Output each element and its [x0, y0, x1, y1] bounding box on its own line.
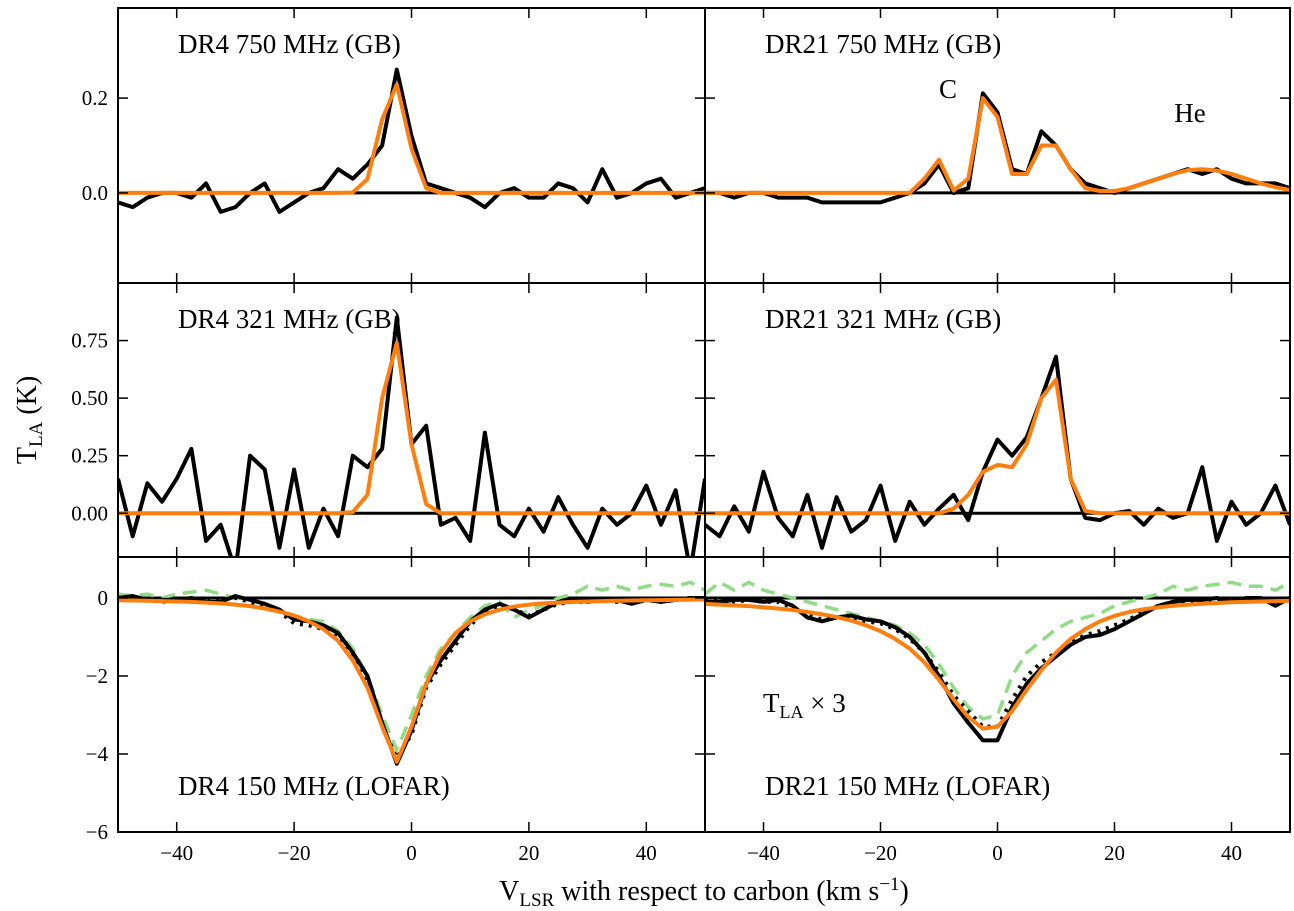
panel	[118, 315, 705, 557]
y-tick-label: 0	[98, 586, 109, 610]
x-axis-label: VLSR with respect to carbon (km s−1)	[499, 874, 909, 911]
y-tick-label: −4	[86, 742, 109, 766]
annotation-rest: × 3	[804, 688, 846, 718]
series-line	[705, 598, 1290, 731]
x-tick-label: −40	[160, 841, 193, 865]
y-axis-label: TLA (K)	[12, 376, 47, 464]
annotation: TLA × 3	[763, 688, 846, 722]
panel	[705, 580, 1290, 743]
y-tick-label: 0.0	[82, 181, 108, 205]
panel	[118, 67, 705, 214]
y-label-rest: (K)	[12, 376, 43, 422]
x-label-end: )	[900, 876, 909, 907]
x-tick-label: 20	[1104, 841, 1125, 865]
x-label-sub: LSR	[519, 890, 554, 911]
y-label-sub: LA	[26, 421, 47, 447]
annotation-main: T	[763, 688, 780, 718]
annotation: C	[939, 74, 957, 104]
panel-title: DR21 150 MHz (LOFAR)	[765, 771, 1050, 801]
y-tick-label: 0.00	[71, 501, 108, 525]
series-line	[705, 96, 1290, 195]
x-tick-label: −20	[278, 841, 311, 865]
y-tick-label: 0.50	[71, 386, 108, 410]
x-label-main: V	[499, 876, 519, 907]
x-tick-label: 40	[1221, 841, 1242, 865]
panel-title: DR21 750 MHz (GB)	[765, 29, 1001, 59]
y-label-main: T	[12, 447, 43, 464]
x-tick-label: 0	[406, 841, 417, 865]
series-line	[118, 340, 705, 516]
x-label-rest: with respect to carbon (km s	[554, 876, 879, 907]
annotation-sub: LA	[780, 702, 804, 722]
panel-title: DR4 321 MHz (GB)	[178, 304, 401, 334]
panel-title: DR21 321 MHz (GB)	[765, 304, 1001, 334]
annotation: He	[1174, 98, 1205, 128]
series-line	[118, 594, 705, 766]
x-tick-label: 0	[992, 841, 1003, 865]
x-tick-label: 20	[518, 841, 539, 865]
y-tick-label: −2	[86, 664, 108, 688]
panel	[705, 354, 1290, 550]
panel	[705, 91, 1290, 205]
series-line	[705, 595, 1290, 743]
series-line	[705, 354, 1290, 550]
series-line	[118, 597, 705, 764]
y-tick-label: 0.75	[71, 329, 108, 353]
x-label-sup: −1	[879, 874, 899, 895]
x-tick-label: −40	[747, 841, 780, 865]
y-tick-label: 0.25	[71, 444, 108, 468]
panel	[118, 580, 705, 766]
panel-title: DR4 150 MHz (LOFAR)	[178, 771, 450, 801]
y-tick-label: 0.2	[82, 86, 108, 110]
series-line	[118, 67, 705, 214]
panel-title: DR4 750 MHz (GB)	[178, 29, 401, 59]
y-tick-label: −6	[86, 820, 108, 844]
series-line	[705, 377, 1290, 516]
series-line	[118, 580, 705, 752]
x-tick-label: 40	[636, 841, 657, 865]
series-line	[705, 580, 1290, 721]
x-tick-label: −20	[864, 841, 897, 865]
series-line	[118, 82, 705, 195]
